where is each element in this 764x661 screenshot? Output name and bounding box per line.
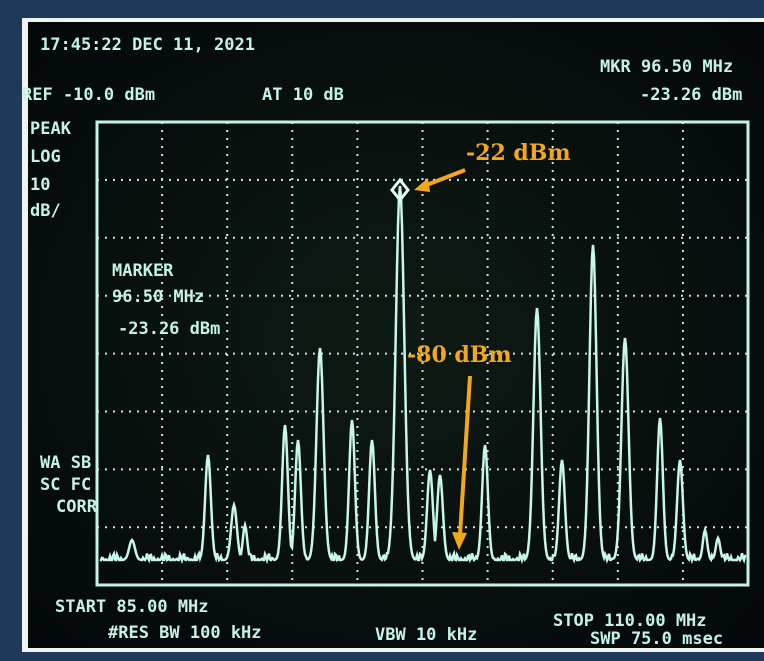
- start-frequency: START 85.00 MHz: [55, 597, 209, 617]
- scale-label: 10: [30, 175, 50, 195]
- attenuation: AT 10 dB: [262, 85, 344, 105]
- page: 17:45:22 DEC 11, 2021 REF -10.0 dBm AT 1…: [0, 0, 764, 661]
- stop-frequency: STOP 110.00 MHz: [553, 611, 707, 631]
- photo: 17:45:22 DEC 11, 2021 REF -10.0 dBm AT 1…: [0, 0, 764, 661]
- marker-box-label: 96.50 MHz: [112, 287, 204, 307]
- res-bw: #RES BW 100 kHz: [108, 623, 262, 643]
- timestamp: 17:45:22 DEC 11, 2021: [40, 35, 255, 55]
- marker-frequency: MKR 96.50 MHz: [600, 57, 733, 77]
- status: SC FC: [40, 475, 91, 495]
- marker-level: -23.26 dBm: [640, 85, 742, 105]
- ref-level: REF -10.0 dBm: [22, 85, 155, 105]
- status: WA SB: [40, 453, 91, 473]
- scale-label: LOG: [30, 147, 61, 167]
- vbw: VBW 10 kHz: [375, 625, 477, 645]
- marker-box-label: MARKER: [112, 261, 174, 281]
- scale-label: dB/: [30, 201, 61, 221]
- floor-annotation: -80 dBm: [407, 342, 512, 368]
- status: CORR: [56, 497, 98, 517]
- sweep-time: SWP 75.0 msec: [590, 629, 723, 649]
- scale-label: PEAK: [30, 119, 72, 139]
- peak-annotation: -22 dBm: [466, 140, 571, 166]
- marker-box-label: -23.26 dBm: [118, 319, 220, 339]
